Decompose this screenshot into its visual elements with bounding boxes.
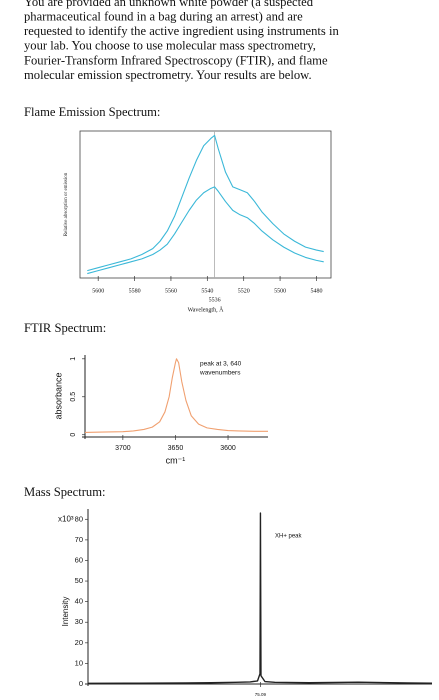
y-tick-label: 80 bbox=[75, 514, 83, 523]
x-tick-label: 3700 bbox=[115, 445, 131, 452]
chart-title: FTIR Spectrum: bbox=[24, 321, 106, 335]
y-tick-label: 60 bbox=[75, 555, 83, 564]
spectrum-line bbox=[87, 134, 324, 272]
spectrum-line bbox=[87, 512, 433, 685]
x-tick-label: 3650 bbox=[168, 445, 184, 452]
x-tick-label: 75.09 bbox=[255, 692, 267, 697]
spectrum-line bbox=[84, 358, 268, 433]
paragraph-line: requested to identify the active ingredi… bbox=[24, 24, 339, 38]
y-tick-label: 10 bbox=[75, 658, 83, 667]
y-axis-label: absorbance bbox=[53, 372, 63, 419]
plot-frame bbox=[79, 130, 332, 279]
x-tick-label: 5580 bbox=[129, 288, 141, 294]
paragraph-line: pharmaceutical found in a bag during an … bbox=[24, 9, 303, 23]
paragraph-line: molecular emission spectrometry. Your re… bbox=[24, 68, 312, 82]
x-tick-label: 5560 bbox=[165, 288, 177, 294]
chart-title: Mass Spectrum: bbox=[24, 485, 106, 499]
annotation: peak at 3, 640 bbox=[200, 361, 242, 368]
paragraph-line: your lab. You choose to use molecular ma… bbox=[24, 39, 316, 53]
y-axis-label: Intensity bbox=[61, 597, 70, 627]
y-tick-label: 0 bbox=[79, 679, 83, 688]
y-unit-label: x10³ bbox=[58, 514, 74, 523]
y-tick-label: 1 bbox=[70, 357, 77, 361]
y-tick-label: 0 bbox=[70, 433, 77, 437]
y-axis-label: Relative absorption or emission bbox=[64, 172, 69, 236]
x-tick-label: 3600 bbox=[220, 445, 236, 452]
y-tick-label: 0.5 bbox=[70, 392, 77, 402]
y-tick-label: 40 bbox=[75, 597, 83, 606]
annotation: XH+ peak bbox=[275, 534, 303, 540]
spectrum-line bbox=[87, 186, 324, 275]
y-tick-label: 20 bbox=[75, 638, 83, 647]
y-tick-label: 70 bbox=[75, 535, 83, 544]
x-axis-label: cm⁻¹ bbox=[166, 455, 186, 465]
paragraph-line: You are provided an unknown white powder… bbox=[24, 0, 314, 9]
annotation: wavenumbers bbox=[199, 370, 241, 377]
y-tick-label: 50 bbox=[75, 576, 83, 585]
marker-label: 5536 bbox=[209, 297, 221, 303]
chart-title: Flame Emission Spectrum: bbox=[24, 105, 160, 119]
y-tick-label: 30 bbox=[75, 617, 83, 626]
x-axis-label: Wavelength, Å bbox=[188, 305, 225, 313]
x-tick-label: 5520 bbox=[238, 288, 250, 294]
x-tick-label: 5600 bbox=[92, 288, 104, 294]
x-tick-label: 5540 bbox=[201, 288, 213, 294]
x-tick-label: 5500 bbox=[274, 288, 286, 294]
paragraph-line: Fourier-Transform Infrared Spectroscopy … bbox=[24, 53, 328, 67]
x-tick-label: 5480 bbox=[310, 288, 322, 294]
